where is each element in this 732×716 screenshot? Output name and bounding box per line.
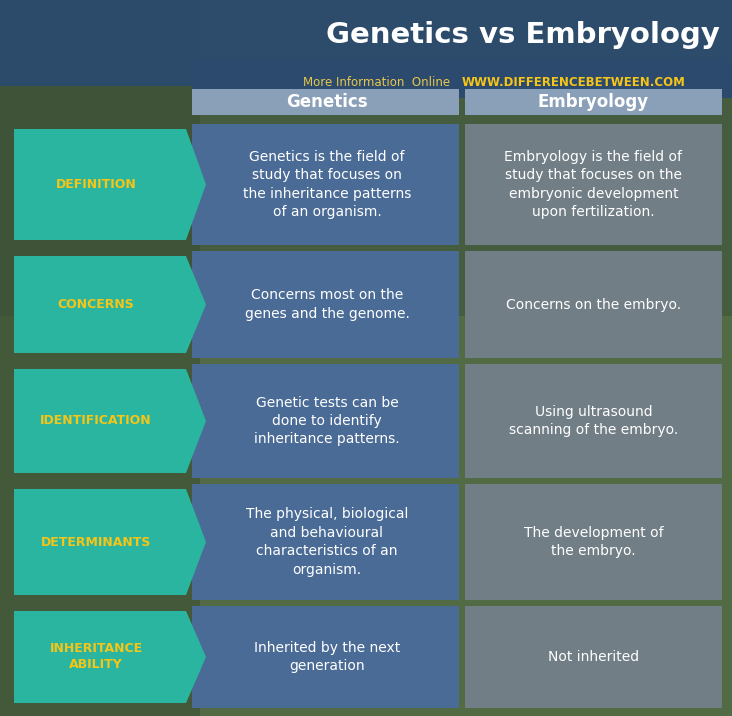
Text: Embryology is the field of
study that focuses on the
embryonic development
upon : Embryology is the field of study that fo… (504, 150, 682, 219)
Polygon shape (14, 129, 206, 240)
Text: CONCERNS: CONCERNS (58, 298, 135, 311)
Text: Genetics vs Embryology: Genetics vs Embryology (326, 21, 720, 49)
Text: IDENTIFICATION: IDENTIFICATION (40, 415, 152, 427)
FancyBboxPatch shape (192, 124, 459, 245)
FancyBboxPatch shape (0, 0, 732, 86)
Text: Not inherited: Not inherited (548, 650, 639, 664)
Text: The physical, biological
and behavioural
characteristics of an
organism.: The physical, biological and behavioural… (246, 508, 408, 576)
Text: Using ultrasound
scanning of the embryo.: Using ultrasound scanning of the embryo. (509, 405, 678, 437)
FancyBboxPatch shape (192, 89, 459, 115)
FancyBboxPatch shape (0, 0, 200, 716)
FancyBboxPatch shape (465, 484, 722, 600)
Polygon shape (14, 256, 206, 353)
Polygon shape (14, 489, 206, 595)
Polygon shape (14, 611, 206, 703)
Text: Embryology: Embryology (538, 93, 649, 111)
FancyBboxPatch shape (192, 484, 459, 600)
Text: Genetics is the field of
study that focuses on
the inheritance patterns
of an or: Genetics is the field of study that focu… (243, 150, 411, 219)
Text: Inherited by the next
generation: Inherited by the next generation (254, 641, 400, 673)
Text: Genetics: Genetics (286, 93, 367, 111)
Text: Concerns on the embryo.: Concerns on the embryo. (506, 298, 681, 311)
Polygon shape (14, 369, 206, 473)
Text: DETERMINANTS: DETERMINANTS (41, 536, 152, 548)
Text: Concerns most on the
genes and the genome.: Concerns most on the genes and the genom… (244, 289, 409, 321)
Text: WWW.DIFFERENCEBETWEEN.COM: WWW.DIFFERENCEBETWEEN.COM (462, 75, 686, 89)
FancyBboxPatch shape (192, 251, 459, 358)
FancyBboxPatch shape (465, 251, 722, 358)
FancyBboxPatch shape (465, 89, 722, 115)
FancyBboxPatch shape (192, 606, 459, 708)
Text: Genetic tests can be
done to identify
inheritance patterns.: Genetic tests can be done to identify in… (254, 396, 400, 446)
FancyBboxPatch shape (192, 364, 459, 478)
FancyBboxPatch shape (465, 124, 722, 245)
Text: More Information  Online: More Information Online (303, 75, 458, 89)
Text: INHERITANCE
ABILITY: INHERITANCE ABILITY (50, 642, 143, 672)
Text: The development of
the embryo.: The development of the embryo. (523, 526, 663, 558)
Text: DEFINITION: DEFINITION (56, 178, 136, 191)
FancyBboxPatch shape (0, 0, 732, 316)
FancyBboxPatch shape (465, 364, 722, 478)
FancyBboxPatch shape (192, 62, 732, 98)
FancyBboxPatch shape (465, 606, 722, 708)
